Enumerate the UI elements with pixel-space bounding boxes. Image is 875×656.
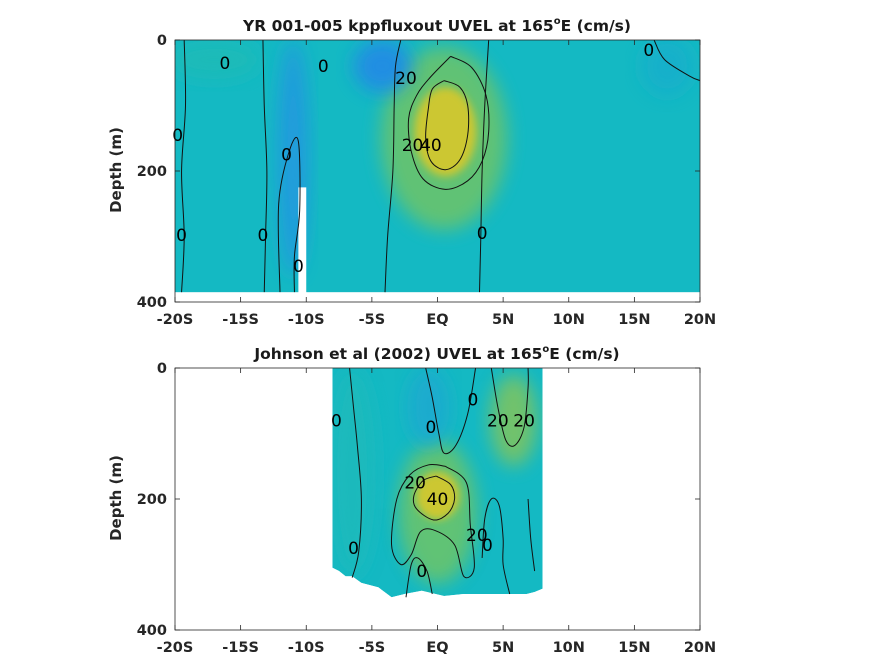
top-masked-region xyxy=(298,187,307,295)
bot-x-tick-label-6: 10N xyxy=(553,640,585,656)
bot-fill-blob-2 xyxy=(490,374,538,467)
top-x-tick-label-5: 5N xyxy=(492,312,514,328)
bot-contour-0-3 xyxy=(425,368,477,455)
top-contour-label-6: 0 xyxy=(281,146,292,166)
bottom-contour-lines xyxy=(349,368,536,598)
bot-y-tick-label-0: 0 xyxy=(157,361,167,377)
top-x-tick-label-0: -20S xyxy=(157,312,194,328)
bot-contour-label-10: 0 xyxy=(416,562,427,582)
bot-contour-0-7 xyxy=(405,557,433,598)
bot-x-tick-label-1: -15S xyxy=(222,640,259,656)
top-contour-0-6 xyxy=(277,136,301,293)
bot-contour-label-2: 0 xyxy=(468,390,479,410)
top-contour-label-10: 0 xyxy=(477,224,488,244)
bot-x-tick-label-2: -10S xyxy=(288,640,325,656)
bot-fill-core xyxy=(416,472,459,520)
top-x-tick-label-8: 20N xyxy=(684,312,716,328)
bottom-y-axis-label: Depth (m) xyxy=(107,455,125,541)
bot-contour-label-5: 20 xyxy=(404,474,426,494)
bot-x-tick-label-5: 5N xyxy=(492,640,514,656)
bottom-filled-field xyxy=(332,368,543,598)
bot-x-tick-label-8: 20N xyxy=(684,640,716,656)
bot-contour-label-1: 0 xyxy=(426,418,437,438)
top-fill-blob-4 xyxy=(640,40,694,96)
bot-x-tick-label-3: -5S xyxy=(359,640,386,656)
bot-contour-0-4 xyxy=(349,368,362,578)
bot-contour-label-9: 0 xyxy=(348,539,359,559)
top-contour-40-0 xyxy=(425,80,470,171)
top-contour-0-3 xyxy=(479,40,490,293)
top-x-tick-label-4: EQ xyxy=(426,312,448,328)
bot-x-tick-label-7: 15N xyxy=(618,640,650,656)
bot-contour-20-2 xyxy=(490,368,529,447)
top-contour-label-4: 40 xyxy=(420,136,442,156)
bot-contour-0-6 xyxy=(527,498,536,572)
top-contour-label-5: 0 xyxy=(172,126,183,146)
top-contour-20-1 xyxy=(407,55,490,190)
top-plot-area xyxy=(175,40,700,295)
top-x-tick-label-6: 10N xyxy=(553,312,585,328)
bot-y-tick-label-1: 200 xyxy=(137,492,167,508)
bot-contour-label-8: 0 xyxy=(482,536,493,556)
bot-fill-blob-4 xyxy=(332,368,376,578)
top-fill-core xyxy=(414,87,477,176)
bot-contour-label-3: 20 xyxy=(487,411,509,431)
top-contour-label-0: 0 xyxy=(219,54,230,74)
bottom-chart-title: Johnson et al (2002) UVEL at 165oE (cm/s… xyxy=(253,344,619,363)
bot-contour-label-7: 20 xyxy=(466,526,488,546)
bot-x-tick-label-4: EQ xyxy=(426,640,448,656)
top-contour-label-11: 0 xyxy=(643,41,654,61)
top-y-tick-label-0: 0 xyxy=(157,33,167,49)
bot-contour-label-0: 0 xyxy=(331,411,342,431)
top-y-tick-label-2: 400 xyxy=(137,295,167,311)
top-chart-title: YR 001-005 kppfluxout UVEL at 165oE (cm/… xyxy=(242,16,631,35)
bot-contour-label-6: 40 xyxy=(427,490,449,510)
top-y-tick-label-1: 200 xyxy=(137,164,167,180)
bot-x-tick-label-0: -20S xyxy=(157,640,194,656)
top-contour-label-9: 0 xyxy=(293,257,304,277)
top-filled-field xyxy=(175,40,700,293)
top-contour-label-3: 20 xyxy=(402,136,424,156)
top-contour-0-2 xyxy=(384,40,402,293)
top-fill-blob-5 xyxy=(175,40,261,80)
bot-contour-40-0 xyxy=(412,475,456,521)
top-contour-0-7 xyxy=(653,40,700,82)
top-x-tick-label-7: 15N xyxy=(618,312,650,328)
top-contour-0-4 xyxy=(262,40,268,293)
top-contour-label-2: 20 xyxy=(395,69,417,89)
top-x-tick-label-1: -15S xyxy=(222,312,259,328)
top-panel: YR 001-005 kppfluxout UVEL at 165oE (cm/… xyxy=(107,16,716,328)
top-contour-0-5 xyxy=(181,40,187,293)
top-contour-label-7: 0 xyxy=(176,226,187,246)
bottom-plot-area xyxy=(332,368,543,598)
bot-fill-blob-3 xyxy=(407,368,450,447)
bot-contour-20-1 xyxy=(390,464,475,579)
top-contour-label-1: 0 xyxy=(318,57,329,77)
bottom-panel: Johnson et al (2002) UVEL at 165oE (cm/s… xyxy=(107,344,716,656)
bot-y-tick-label-2: 400 xyxy=(137,623,167,639)
bot-contour-0-5 xyxy=(481,497,511,595)
top-contour-label-8: 0 xyxy=(258,226,269,246)
bot-contour-label-4: 20 xyxy=(513,411,535,431)
top-mask-0 xyxy=(298,187,307,295)
top-contour-lines xyxy=(181,40,700,293)
top-fill-blob-2 xyxy=(353,40,412,93)
top-y-axis-label: Depth (m) xyxy=(107,127,125,213)
top-x-tick-label-2: -10S xyxy=(288,312,325,328)
top-x-tick-label-3: -5S xyxy=(359,312,386,328)
